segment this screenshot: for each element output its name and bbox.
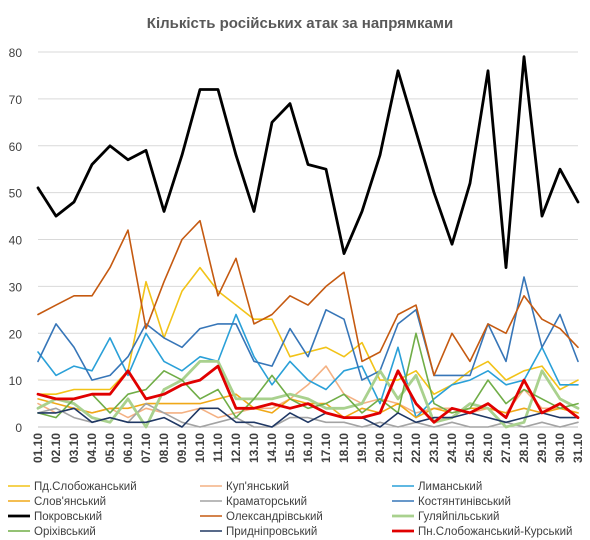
legend-label: Придніпровський [226, 526, 317, 538]
legend: Пд.Слобожанський Куп'янський Лиманський Сло… [8, 481, 572, 538]
y-axis-ticks: 0 10 20 30 40 50 60 70 80 [9, 46, 23, 435]
y-tick-label: 0 [15, 421, 22, 435]
legend-label: Пд.Слобожанський [34, 481, 137, 493]
x-tick-label: 31.10 [571, 433, 585, 463]
x-tick-label: 11.10 [211, 433, 225, 463]
series-line-12 [36, 364, 580, 424]
gridlines [38, 51, 578, 428]
chart-title: Кількість російських атак за напрямками [147, 15, 453, 32]
series-line-11 [37, 407, 579, 428]
y-tick-label: 40 [9, 234, 23, 248]
x-tick-label: 23.10 [427, 433, 441, 463]
series-line-7 [36, 55, 580, 270]
legend-label: Олександрівський [226, 511, 323, 523]
y-tick-label: 80 [9, 46, 23, 60]
series-line-10 [37, 332, 579, 419]
y-tick-label: 60 [9, 140, 23, 154]
x-tick-label: 17.10 [319, 433, 333, 463]
x-tick-label: 28.10 [517, 433, 531, 463]
x-axis-ticks: 01.10 02.10 03.10 04.10 05.10 06.10 07.10 08.10… [31, 433, 585, 463]
series-line-9 [36, 359, 580, 429]
legend-label: Пн.Слобожанський-Курський [418, 526, 572, 538]
x-tick-label: 15.10 [283, 433, 297, 463]
legend-label: Краматорський [226, 496, 307, 508]
y-tick-label: 70 [9, 93, 23, 107]
legend-label: Оріхівський [34, 526, 96, 538]
x-tick-label: 09.10 [175, 433, 189, 463]
x-tick-label: 30.10 [553, 433, 567, 463]
legend-label: Покровський [34, 511, 102, 523]
x-tick-label: 16.10 [301, 433, 315, 463]
x-tick-label: 12.10 [229, 433, 243, 463]
legend-label: Гуляйпільський [418, 511, 499, 523]
y-tick-label: 20 [9, 327, 23, 341]
x-tick-label: 27.10 [499, 433, 513, 463]
y-tick-label: 50 [9, 187, 23, 201]
x-tick-label: 04.10 [85, 433, 99, 463]
x-tick-label: 24.10 [445, 433, 459, 463]
x-tick-label: 02.10 [49, 433, 63, 463]
legend-label: Слов'янський [34, 496, 106, 508]
x-tick-label: 01.10 [31, 433, 45, 463]
x-tick-label: 03.10 [67, 433, 81, 463]
x-tick-label: 29.10 [535, 433, 549, 463]
x-tick-label: 13.10 [247, 433, 261, 463]
y-tick-label: 30 [9, 280, 23, 294]
x-tick-label: 10.10 [193, 433, 207, 463]
x-tick-label: 21.10 [391, 433, 405, 463]
y-tick-label: 10 [9, 374, 23, 388]
legend-label: Костянтинівський [418, 496, 511, 508]
legend-label: Лиманський [418, 481, 482, 493]
series-line-8 [37, 219, 579, 377]
x-tick-label: 07.10 [139, 433, 153, 463]
x-tick-label: 05.10 [103, 433, 117, 463]
series-line-5 [37, 402, 579, 428]
series-line-3 [37, 313, 579, 419]
x-tick-label: 20.10 [373, 433, 387, 463]
legend-label: Куп'янський [226, 481, 289, 493]
x-tick-label: 19.10 [355, 433, 369, 463]
x-tick-label: 14.10 [265, 433, 279, 463]
x-tick-label: 08.10 [157, 433, 171, 463]
x-tick-label: 18.10 [337, 433, 351, 463]
x-tick-label: 25.10 [463, 433, 477, 463]
x-tick-label: 06.10 [121, 433, 135, 463]
x-tick-label: 22.10 [409, 433, 423, 463]
x-tick-label: 26.10 [481, 433, 495, 463]
series-lines [36, 55, 580, 429]
